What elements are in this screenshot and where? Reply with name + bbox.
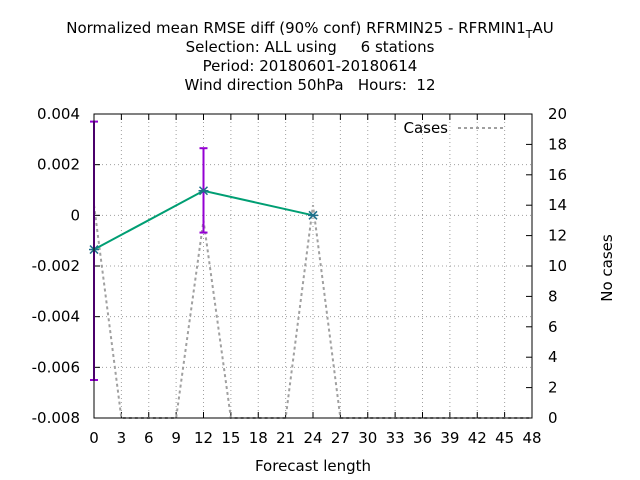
title-tail: AU — [533, 19, 554, 37]
x-tick-label: 45 — [495, 429, 514, 447]
y2-tick-label: 6 — [548, 318, 558, 336]
x-tick-label: 12 — [194, 429, 213, 447]
y2-tick-label: 4 — [548, 348, 558, 366]
y-tick-label: -0.002 — [32, 257, 80, 275]
y2-tick-label: 18 — [548, 135, 567, 153]
x-tick-label: 48 — [522, 429, 541, 447]
x-tick-label: 27 — [331, 429, 350, 447]
y-tick-label: -0.006 — [32, 358, 80, 376]
x-tick-label: 39 — [440, 429, 459, 447]
chart-title: Normalized mean RMSE diff (90% conf) RFR… — [66, 19, 554, 94]
y2-tick-label: 14 — [548, 196, 567, 214]
y2-tick-label: 2 — [548, 379, 558, 397]
y2-axis-label: No cases — [598, 234, 616, 302]
y2-tick-label: 8 — [548, 287, 558, 305]
y-tick-label: 0.002 — [37, 156, 80, 174]
y-axis: -0.008 -0.006 -0.004 -0.002 0 0.002 0.004 — [32, 105, 100, 427]
x-tick-label: 30 — [358, 429, 377, 447]
x-tick-label: 15 — [221, 429, 240, 447]
title-line-1: Normalized mean RMSE diff (90% conf) RFR… — [66, 19, 554, 41]
x-tick-label: 24 — [303, 429, 322, 447]
title-line-4: Wind direction 50hPa Hours: 12 — [184, 76, 435, 94]
y-tick-label: 0 — [70, 206, 80, 224]
y2-axis: 0 2 4 6 8 10 12 14 16 18 20 — [526, 105, 567, 427]
title-line-2: Selection: ALL using 6 stations — [186, 38, 435, 56]
legend: Cases — [403, 119, 506, 137]
series-layer — [89, 120, 532, 419]
plot-border — [93, 113, 533, 419]
x-tick-label: 21 — [276, 429, 295, 447]
x-tick-label: 9 — [171, 429, 181, 447]
title-subscript: T — [525, 28, 533, 41]
x-tick-label: 18 — [249, 429, 268, 447]
x-tick-label: 6 — [144, 429, 154, 447]
x-tick-label: 3 — [117, 429, 127, 447]
y2-tick-label: 20 — [548, 105, 567, 123]
y-tick-label: -0.008 — [32, 409, 80, 427]
y2-tick-label: 10 — [548, 257, 567, 275]
x-axis-label: Forecast length — [255, 457, 371, 475]
title-line-3: Period: 20180601-20180614 — [203, 57, 418, 75]
x-tick-label: 33 — [386, 429, 405, 447]
grid — [94, 114, 532, 418]
legend-label-cases: Cases — [403, 119, 448, 137]
y2-tick-label: 16 — [548, 166, 567, 184]
y2-tick-label: 0 — [548, 409, 558, 427]
x-tick-label: 0 — [89, 429, 99, 447]
y-tick-label: -0.004 — [32, 308, 80, 326]
y2-tick-label: 12 — [548, 227, 567, 245]
x-tick-label: 42 — [468, 429, 487, 447]
x-tick-label: 36 — [413, 429, 432, 447]
x-axis: 0 3 6 9 12 15 18 21 24 27 30 33 36 39 42 45 48 — [89, 114, 542, 447]
y-tick-label: 0.004 — [37, 105, 80, 123]
